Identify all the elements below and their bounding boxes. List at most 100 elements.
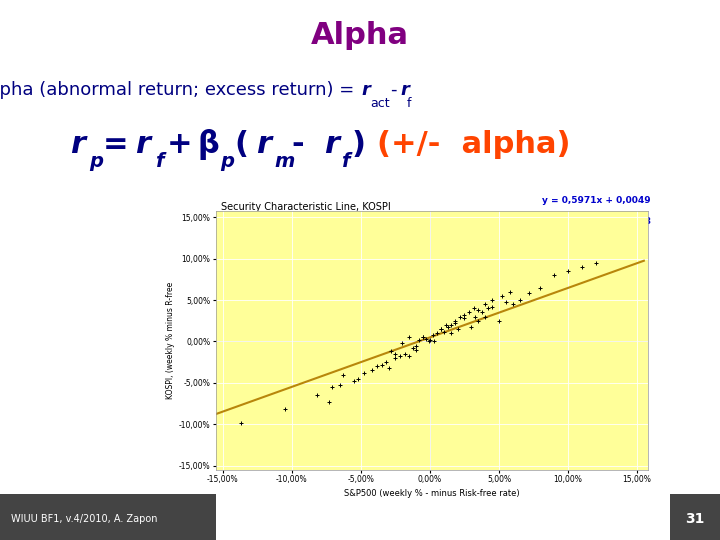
Text: m: m <box>274 152 294 171</box>
Point <box>397 339 408 347</box>
Point <box>480 312 491 321</box>
Point <box>514 296 526 305</box>
Text: r: r <box>361 81 370 99</box>
Point <box>435 325 446 333</box>
Point <box>424 335 436 344</box>
Point <box>358 369 369 377</box>
Text: 31: 31 <box>685 512 704 526</box>
Point <box>472 306 484 314</box>
Point <box>366 366 378 375</box>
Text: r: r <box>256 130 271 159</box>
Point <box>403 333 415 342</box>
Point <box>410 346 422 354</box>
Text: (: ( <box>234 130 248 159</box>
Point <box>427 330 438 339</box>
Point <box>562 267 574 275</box>
Point <box>441 321 452 329</box>
Text: f: f <box>407 97 412 110</box>
Point <box>431 329 443 338</box>
Point <box>279 405 291 414</box>
Point <box>534 284 546 292</box>
Point <box>413 335 425 344</box>
X-axis label: S&P500 (weekly % - minus Risk-free rate): S&P500 (weekly % - minus Risk-free rate) <box>344 489 520 497</box>
Point <box>418 333 429 342</box>
Text: r: r <box>70 130 85 159</box>
Point <box>496 292 508 300</box>
Point <box>507 300 518 308</box>
Text: +: + <box>166 130 192 159</box>
Point <box>493 316 505 325</box>
Point <box>420 335 431 343</box>
Bar <box>670 494 720 540</box>
Point <box>576 262 588 271</box>
Y-axis label: KOSPI, (weekly % minus R-free: KOSPI, (weekly % minus R-free <box>166 281 175 399</box>
Text: Alpha (abnormal return; excess return) =: Alpha (abnormal return; excess return) = <box>0 81 360 99</box>
Text: p: p <box>220 152 235 171</box>
Point <box>469 312 481 321</box>
Point <box>459 314 470 322</box>
Point <box>480 300 491 308</box>
Point <box>383 363 395 372</box>
Point <box>372 362 383 370</box>
Text: R² = 0,518: R² = 0,518 <box>598 218 651 226</box>
Point <box>410 341 422 350</box>
Point <box>445 329 456 338</box>
Point <box>323 397 335 406</box>
Point <box>500 298 512 306</box>
Point <box>466 322 477 331</box>
Point <box>335 380 346 389</box>
Text: β: β <box>197 129 220 160</box>
Point <box>590 259 601 267</box>
Point <box>472 316 484 325</box>
Point <box>451 325 463 333</box>
Point <box>459 310 470 319</box>
Text: act: act <box>370 97 390 110</box>
Text: r: r <box>400 81 409 99</box>
Text: Security Characteristic Line, KOSPI: Security Characteristic Line, KOSPI <box>220 202 390 212</box>
Point <box>390 349 401 358</box>
Point <box>326 383 338 391</box>
Point <box>385 347 397 356</box>
Bar <box>0 494 216 540</box>
Point <box>482 304 494 313</box>
Point <box>337 370 348 379</box>
Point <box>486 296 498 305</box>
Point <box>468 304 480 313</box>
Point <box>549 271 560 280</box>
Point <box>348 377 360 386</box>
Point <box>477 308 488 317</box>
Point <box>449 316 461 325</box>
Point <box>352 374 364 383</box>
Point <box>390 354 401 362</box>
Text: (+/-  alpha): (+/- alpha) <box>377 130 571 159</box>
Point <box>428 337 440 346</box>
Text: y = 0,5971x + 0,0049: y = 0,5971x + 0,0049 <box>542 196 651 205</box>
Text: =: = <box>103 130 128 159</box>
Text: p: p <box>89 152 103 171</box>
Point <box>311 391 323 400</box>
Point <box>445 321 456 329</box>
Text: r: r <box>324 130 339 159</box>
Point <box>380 358 392 367</box>
Point <box>449 319 461 328</box>
Point <box>408 344 419 353</box>
Text: r: r <box>135 130 150 159</box>
Point <box>376 360 387 369</box>
Point <box>523 289 535 298</box>
Point <box>504 287 516 296</box>
Point <box>235 418 247 427</box>
Text: WIUU BF1, v.4/2010, A. Zapon: WIUU BF1, v.4/2010, A. Zapon <box>11 514 157 524</box>
Point <box>454 312 466 321</box>
Point <box>400 349 411 358</box>
Text: -: - <box>291 130 304 159</box>
Point <box>403 352 415 361</box>
Point <box>418 333 429 342</box>
Text: f: f <box>341 152 349 171</box>
Text: f: f <box>155 152 163 171</box>
Point <box>435 325 446 333</box>
Point <box>394 352 405 361</box>
Point <box>486 302 498 311</box>
Text: ): ) <box>351 130 366 159</box>
Point <box>463 308 474 317</box>
Point <box>442 322 454 331</box>
